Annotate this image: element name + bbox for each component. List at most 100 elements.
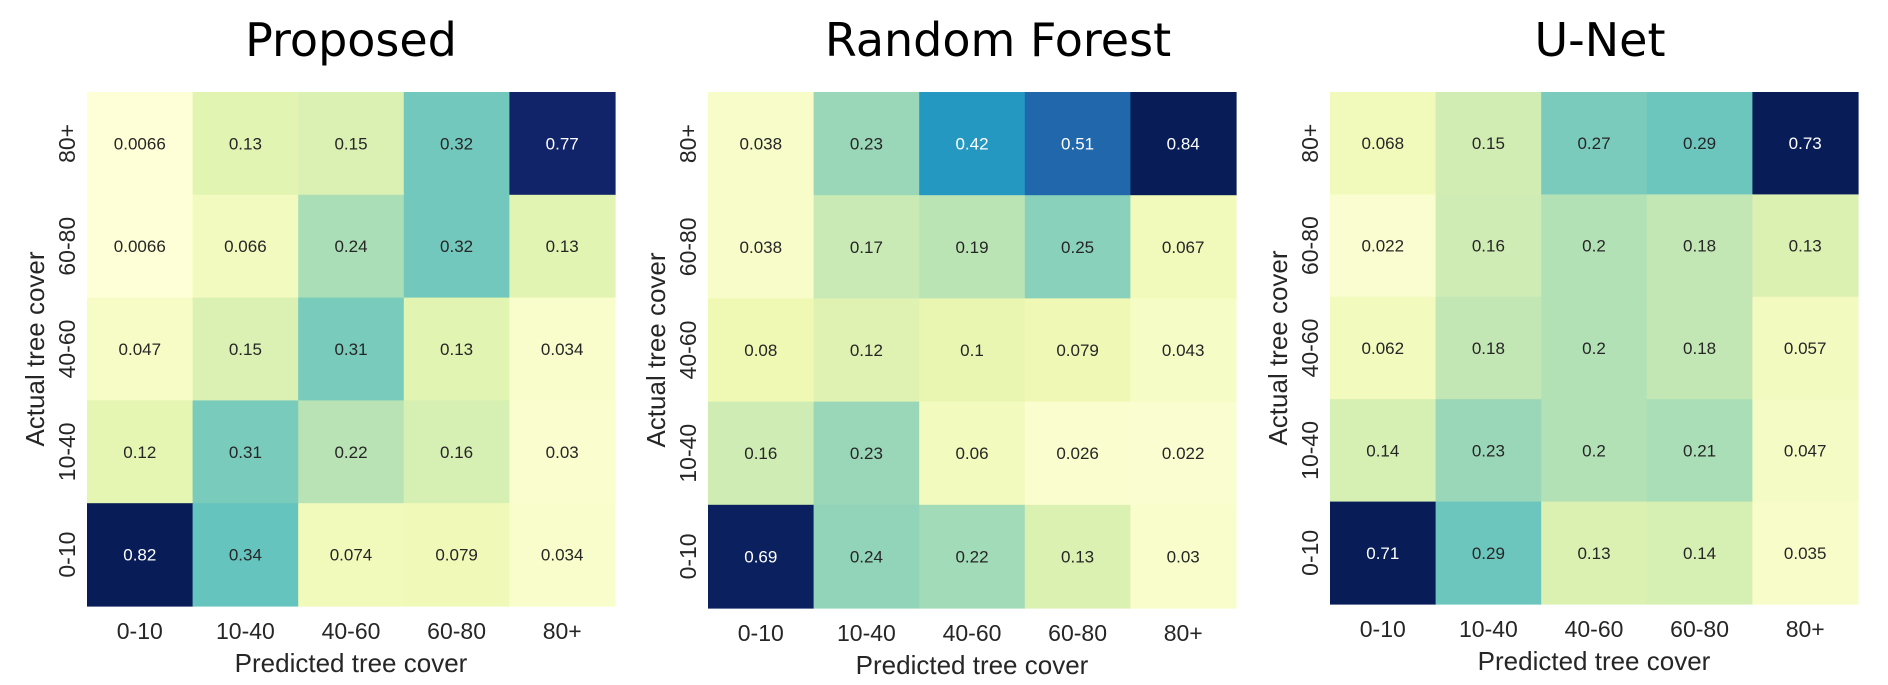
- cell-value-label: 0.038: [740, 135, 783, 154]
- heatmap-cell: [1024, 195, 1131, 299]
- y-tick-label: 40-60: [675, 321, 701, 380]
- cell-value-label: 0.31: [229, 443, 262, 462]
- heatmap-panel-3: U-Net 0.068 0.15 0.27 0.29 0.73 0.022 0.16 0.2 0.…: [1263, 13, 1859, 676]
- cell-value-label: 0.77: [546, 134, 579, 153]
- heatmap-cell: [708, 92, 815, 196]
- heatmap-cell: [1646, 501, 1753, 605]
- x-tick-label: 10-40: [216, 618, 275, 644]
- heatmap-cell: [1330, 296, 1437, 400]
- cell-value-label: 0.13: [440, 340, 473, 359]
- heatmap-cell: [403, 503, 510, 607]
- cell-value-label: 0.29: [1683, 134, 1716, 153]
- heatmap-cell: [403, 92, 510, 196]
- heatmap-cell: [1752, 296, 1859, 400]
- heatmap-cell: [1435, 92, 1542, 195]
- cell-value-label: 0.15: [1472, 134, 1505, 153]
- cell-value-label: 0.18: [1683, 237, 1716, 256]
- cell-value-label: 0.51: [1061, 135, 1094, 154]
- y-tick-label: 40-60: [54, 320, 80, 379]
- cell-value-label: 0.23: [850, 444, 883, 463]
- cell-value-label: 0.034: [541, 546, 584, 565]
- heatmap-cell: [919, 401, 1026, 506]
- heatmap-cell: [708, 504, 815, 609]
- cell-value-label: 0.15: [229, 340, 262, 359]
- heatmap-cell: [1752, 194, 1859, 298]
- panel-title: Random Forest: [825, 13, 1171, 67]
- x-tick-label: 80+: [1164, 620, 1203, 646]
- cell-value-label: 0.34: [229, 546, 262, 565]
- heatmap-cell: [813, 195, 920, 299]
- heatmap-cell: [1646, 296, 1753, 400]
- heatmap-panel-1: Proposed 0.0066 0.13 0.15 0.32 0.77 0.0066 0.06…: [20, 13, 616, 678]
- cell-value-label: 0.24: [334, 237, 367, 256]
- heatmap-cell: [509, 297, 616, 401]
- y-tick-label: 60-80: [54, 217, 80, 276]
- heatmap-cell: [87, 194, 194, 299]
- cell-value-label: 0.12: [123, 443, 156, 462]
- cell-value-label: 0.13: [229, 134, 262, 153]
- cell-value-label: 0.18: [1472, 339, 1505, 358]
- heatmap-cell: [403, 297, 510, 401]
- heatmap-cell: [1435, 194, 1542, 298]
- y-axis-label: Actual tree cover: [20, 251, 50, 446]
- x-tick-label: 0-10: [1360, 616, 1406, 642]
- cell-value-label: 0.27: [1577, 134, 1610, 153]
- x-tick-label: 10-40: [1459, 616, 1518, 642]
- cell-value-label: 0.82: [123, 546, 156, 565]
- y-tick-label: 10-40: [675, 424, 701, 483]
- cell-value-label: 0.84: [1167, 135, 1200, 154]
- heatmap-cell: [813, 92, 920, 196]
- cell-value-label: 0.15: [334, 134, 367, 153]
- heatmap-cell: [813, 401, 920, 506]
- heatmap-cell: [1130, 401, 1237, 506]
- x-tick-label: 40-60: [943, 620, 1002, 646]
- cell-value-label: 0.022: [1162, 444, 1205, 463]
- cell-value-label: 0.03: [546, 443, 579, 462]
- cell-value-label: 0.034: [541, 340, 584, 359]
- heatmap-cell: [1541, 501, 1648, 605]
- cell-value-label: 0.13: [546, 237, 579, 256]
- x-tick-label: 80+: [543, 618, 582, 644]
- heatmap-cell: [1130, 195, 1237, 299]
- cell-value-label: 0.69: [744, 547, 777, 566]
- cell-value-label: 0.12: [850, 341, 883, 360]
- heatmap-cell: [298, 194, 405, 299]
- heatmap-cell: [1330, 92, 1437, 195]
- y-tick-label: 0-10: [1297, 530, 1323, 576]
- cell-value-label: 0.067: [1162, 238, 1205, 257]
- x-tick-label: 80+: [1786, 616, 1825, 642]
- x-tick-label: 60-80: [427, 618, 486, 644]
- cell-value-label: 0.043: [1162, 341, 1205, 360]
- cell-value-label: 0.29: [1472, 544, 1505, 563]
- x-tick-label: 0-10: [117, 618, 163, 644]
- cell-value-label: 0.31: [334, 340, 367, 359]
- heatmap-cell: [1541, 399, 1648, 503]
- y-tick-label: 60-80: [1297, 216, 1323, 275]
- heatmap-cell: [708, 401, 815, 506]
- y-tick-label: 0-10: [675, 533, 701, 579]
- cell-value-label: 0.23: [1472, 441, 1505, 460]
- cell-value-label: 0.16: [1472, 237, 1505, 256]
- heatmap-cell: [192, 92, 299, 196]
- heatmap-cell: [1024, 504, 1131, 609]
- cell-value-label: 0.22: [334, 443, 367, 462]
- heatmap-cell: [708, 298, 815, 403]
- cell-value-label: 0.21: [1683, 441, 1716, 460]
- x-axis-label: Predicted tree cover: [235, 648, 468, 678]
- heatmap-cell: [919, 504, 1026, 609]
- heatmap-cell: [509, 92, 616, 196]
- cell-value-label: 0.14: [1683, 544, 1716, 563]
- heatmap-cell: [813, 504, 920, 609]
- cell-value-label: 0.1: [960, 341, 984, 360]
- heatmap-cell: [87, 92, 194, 196]
- heatmap-cell: [1330, 501, 1437, 605]
- cell-value-label: 0.2: [1582, 339, 1606, 358]
- heatmap-cell: [298, 297, 405, 401]
- heatmap-cell: [1130, 504, 1237, 609]
- heatmap-cell: [1435, 296, 1542, 400]
- heatmap-cell: [1752, 92, 1859, 195]
- heatmap-cell: [1541, 296, 1648, 400]
- x-tick-label: 60-80: [1670, 616, 1729, 642]
